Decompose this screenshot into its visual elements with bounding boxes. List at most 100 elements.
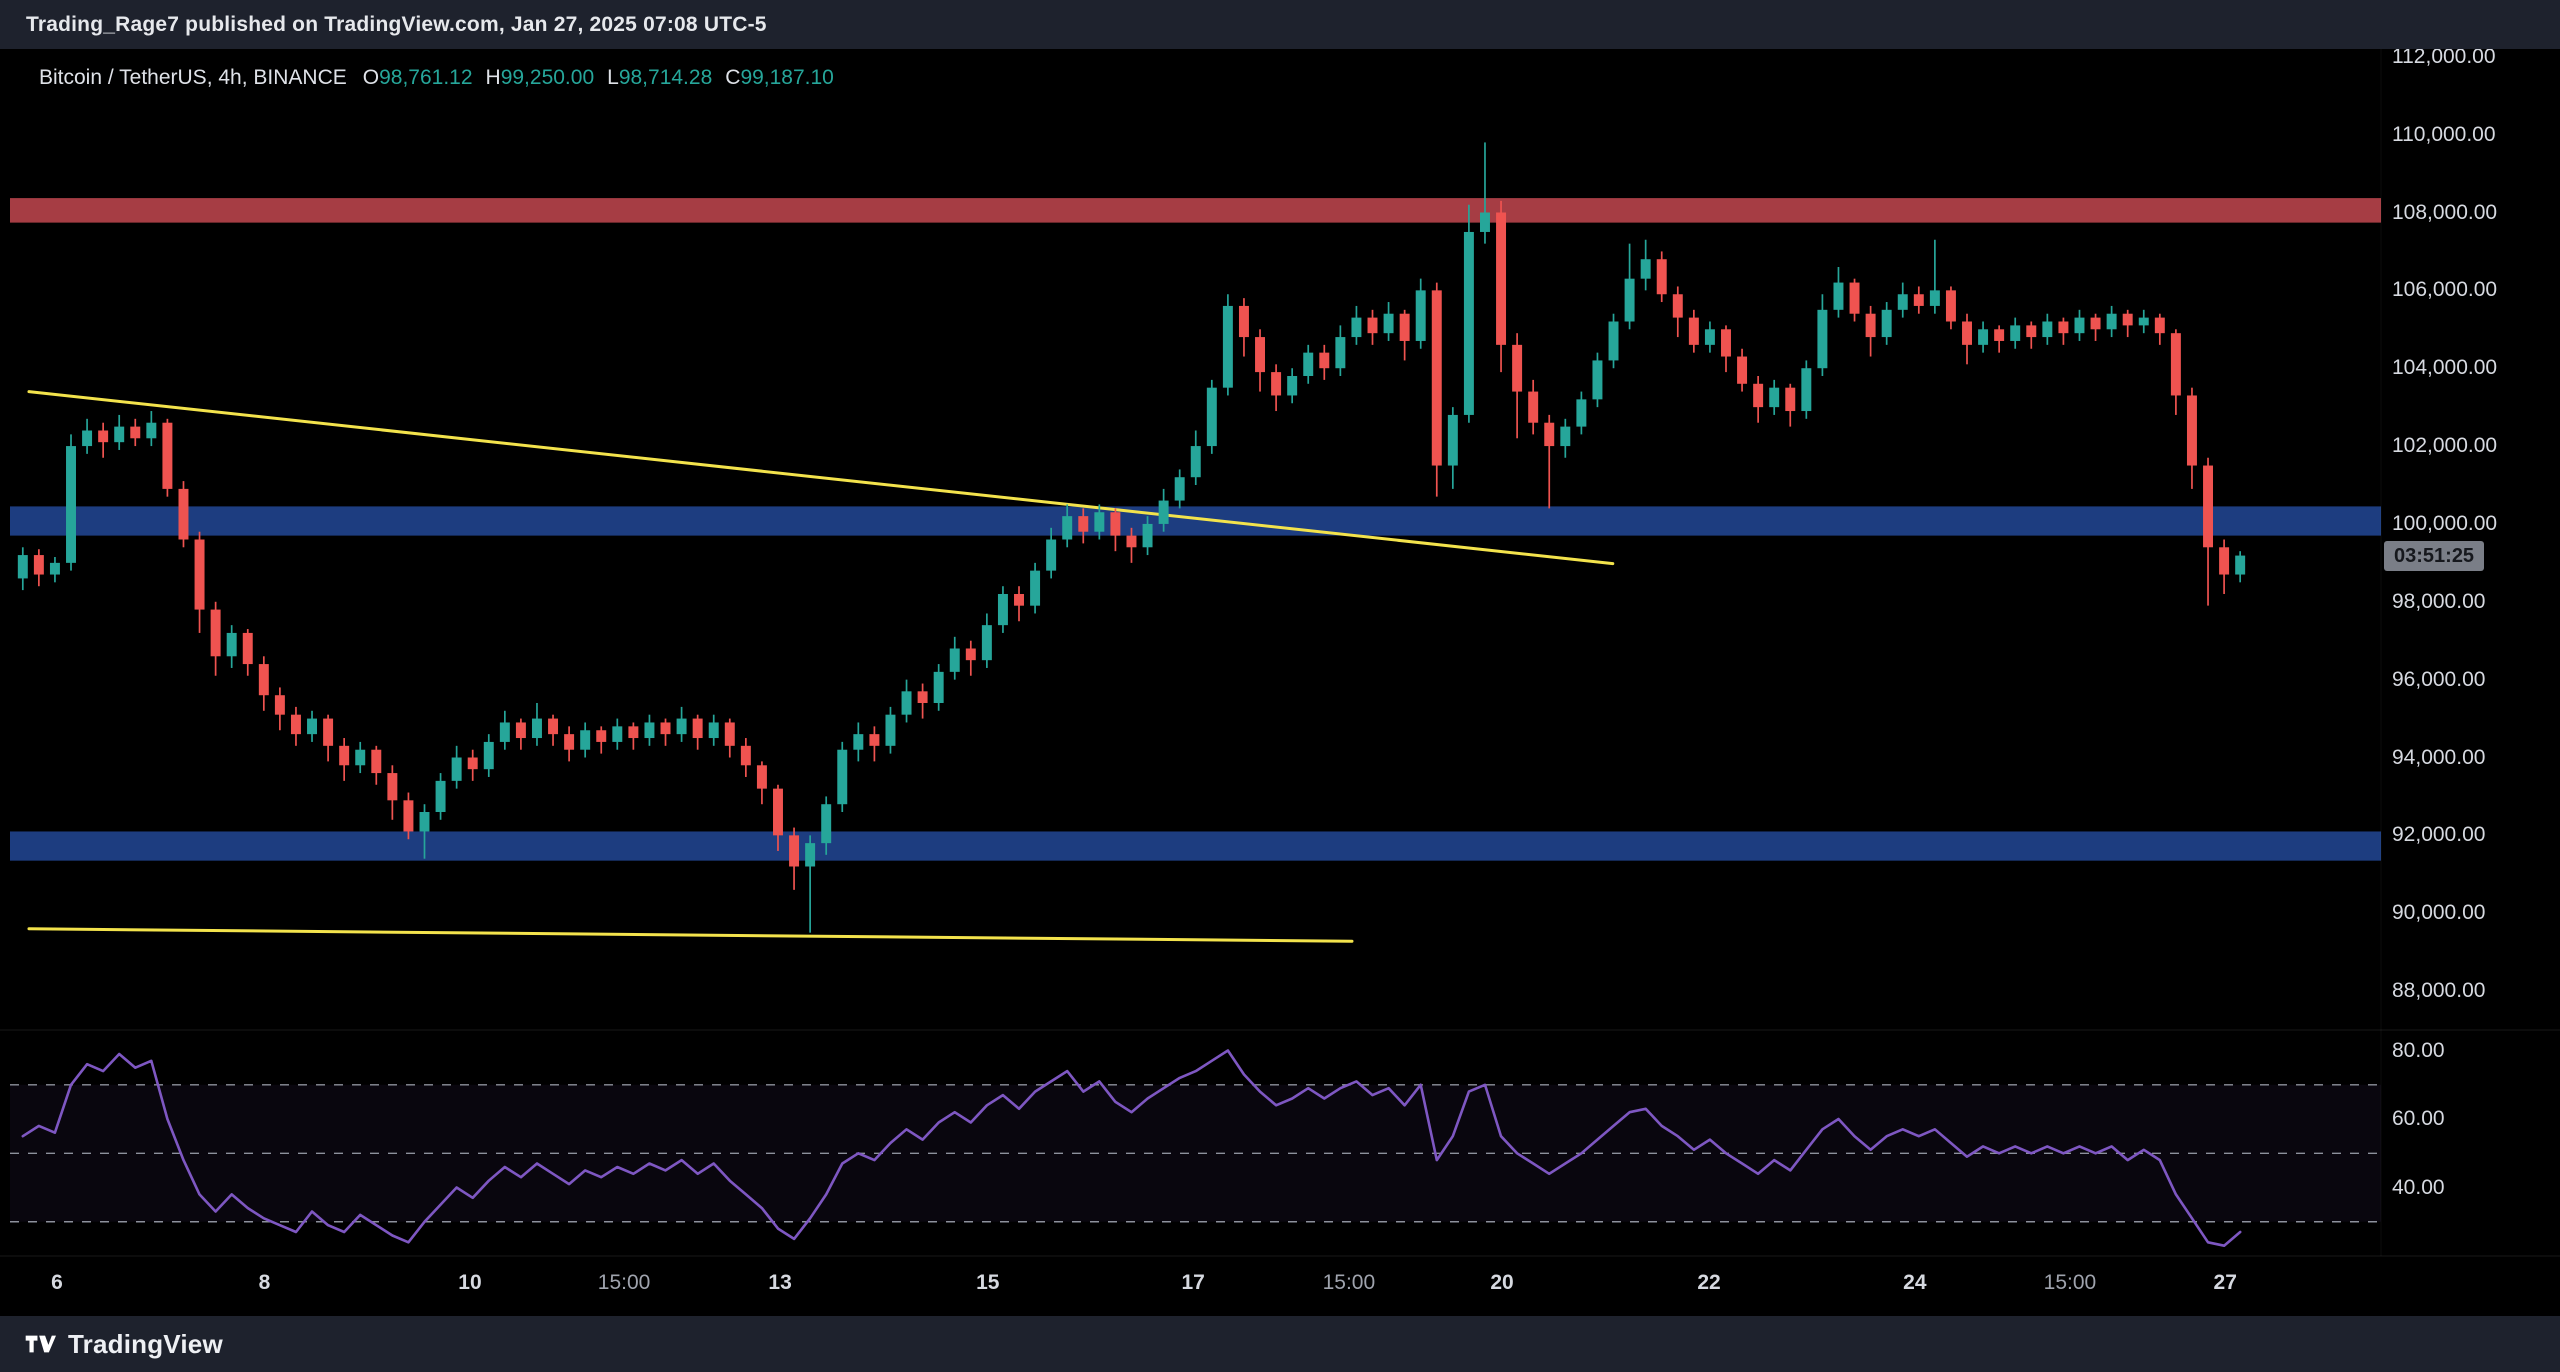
ohlc-item: O 98,761.12 — [363, 66, 473, 90]
candle-body — [1190, 446, 1201, 478]
chart-region[interactable]: Bitcoin / TetherUS, 4h, BINANCE O 98,761.… — [0, 45, 2560, 1316]
candle-body — [1560, 426, 1571, 447]
candle-body — [2010, 325, 2021, 341]
candle-body — [2074, 317, 2085, 334]
candle-body — [1929, 290, 1940, 306]
candle-body — [419, 812, 430, 832]
candle-body — [1431, 290, 1442, 466]
candle-body — [1512, 344, 1523, 392]
ohlc-item: H 99,250.00 — [486, 66, 595, 90]
candle-body — [2203, 465, 2214, 548]
candle-body — [660, 722, 671, 735]
ohlc-label: O — [362, 66, 380, 89]
candle-body — [756, 765, 767, 789]
candle-body — [1656, 259, 1667, 295]
descending-trendline — [27, 390, 1615, 566]
candle-body — [1688, 317, 1699, 345]
candle-body — [1865, 313, 1876, 338]
candle-body — [451, 757, 462, 781]
candle-body — [1238, 305, 1249, 338]
lower-horizontal-trendline — [27, 927, 1354, 943]
candle-body — [1447, 414, 1458, 466]
candle-body — [162, 422, 173, 489]
candle-body — [1624, 278, 1635, 322]
candle-body — [1785, 387, 1796, 412]
candle-body — [49, 562, 60, 575]
candle-body — [499, 722, 510, 742]
candle-body — [17, 555, 28, 579]
candle-body — [1769, 387, 1780, 408]
candle-body — [1496, 212, 1507, 345]
symbol-title[interactable]: Bitcoin / TetherUS, 4h, BINANCE — [39, 66, 347, 89]
candle-body — [676, 718, 687, 735]
candle-body — [1978, 329, 1989, 345]
candle-body — [1126, 535, 1137, 548]
candle-body — [1222, 305, 1233, 388]
candle-body — [2170, 333, 2181, 396]
brand-name[interactable]: TradingView — [68, 1328, 223, 1359]
ohlc-value: 98,714.28 — [618, 66, 713, 89]
candle-body — [1271, 372, 1282, 396]
candle-body — [1078, 516, 1089, 532]
candle-body — [1030, 570, 1041, 606]
candle-body — [515, 722, 526, 739]
candle-body — [837, 749, 848, 805]
ohlc-value: 99,250.00 — [500, 66, 595, 89]
candle-body — [1174, 477, 1185, 501]
candle-body — [403, 800, 414, 832]
candle-body — [355, 749, 366, 766]
candle-body — [1351, 317, 1362, 338]
candle-body — [997, 594, 1008, 626]
candle-body — [290, 714, 301, 735]
candle-body — [2026, 325, 2037, 338]
candle-body — [339, 745, 350, 766]
candle-body — [869, 734, 880, 746]
publish-header: Trading_Rage7 published on TradingView.c… — [0, 0, 2560, 49]
candle-body — [467, 757, 478, 770]
candle-body — [178, 488, 189, 540]
chart-canvas[interactable] — [0, 49, 2560, 1316]
candle-body — [1399, 313, 1410, 341]
candle-body — [1255, 337, 1266, 373]
candle-body — [885, 714, 896, 746]
candle-body — [2219, 547, 2230, 575]
candle-body — [1046, 539, 1057, 571]
candle-body — [435, 780, 446, 812]
candle-body — [2090, 317, 2101, 330]
candle-body — [371, 749, 382, 774]
candle-body — [2042, 321, 2053, 338]
tradingview-logo-icon[interactable] — [24, 1332, 56, 1356]
candle-body — [1287, 376, 1298, 396]
ohlc-values: O 98,761.12 H 99,250.00 L 98,714.28 C 99,187.10 — [363, 66, 834, 90]
candle-body — [773, 788, 783, 836]
candle-body — [194, 539, 205, 610]
candle-body — [1945, 290, 1956, 322]
candle-body — [242, 632, 253, 665]
candle-body — [1383, 313, 1394, 334]
support-zone-92k — [10, 831, 2381, 861]
candle-body — [1672, 294, 1683, 318]
footer-bar: TradingView — [0, 1316, 2560, 1372]
candle-body — [692, 718, 703, 739]
candle-body — [114, 426, 125, 443]
candle-body — [580, 730, 591, 750]
ohlc-item: C 99,187.10 — [725, 66, 834, 90]
ohlc-item: L 98,714.28 — [607, 66, 712, 90]
candle-body — [1962, 321, 1972, 345]
candle-body — [981, 625, 992, 661]
candle-body — [564, 734, 575, 750]
candle-body — [1335, 337, 1346, 369]
resistance-zone-108k — [10, 198, 2381, 223]
candle-body — [805, 843, 816, 867]
candle-body — [1463, 231, 1474, 415]
candle-body — [965, 648, 976, 661]
candle-body — [1849, 282, 1860, 314]
candle-body — [1897, 294, 1908, 310]
ohlc-value: 98,761.12 — [379, 66, 473, 89]
candle-body — [98, 430, 109, 443]
ohlc-label: L — [607, 66, 619, 89]
candle-body — [2154, 317, 2165, 334]
candle-body — [2106, 313, 2117, 330]
candle-body — [853, 734, 864, 750]
candle-body — [1367, 317, 1378, 334]
